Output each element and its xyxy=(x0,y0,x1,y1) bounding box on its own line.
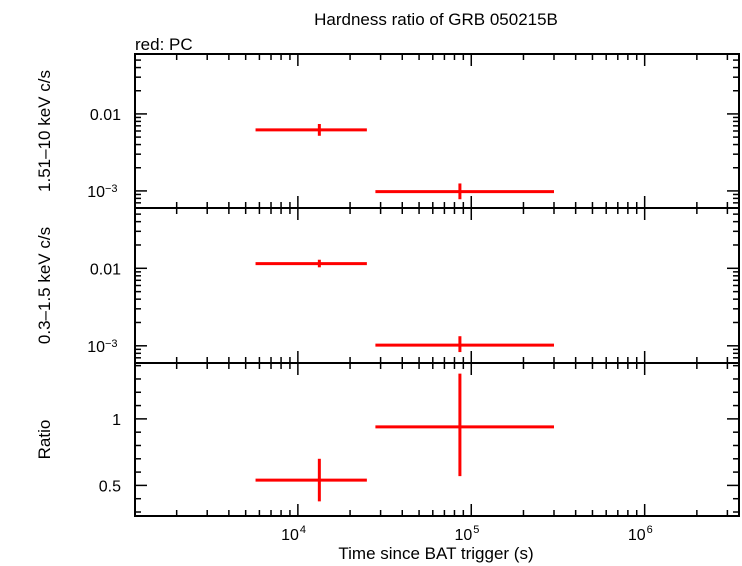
x-tick-label-exponent: 6 xyxy=(647,524,653,536)
chart-subtitle: red: PC xyxy=(135,35,193,54)
y-tick-label-exponent: −3 xyxy=(105,183,118,195)
x-tick-label-exponent: 4 xyxy=(300,524,306,536)
data-point xyxy=(255,123,367,136)
y-tick-label-exponent: −3 xyxy=(105,338,118,350)
y-tick-label: 1 xyxy=(112,412,121,429)
y-axis-label: 0.3–1.5 keV c/s xyxy=(35,227,54,344)
y-axis-label: 1.51–10 keV c/s xyxy=(35,70,54,192)
panel-top: 0.01 10 −3 1.51–10 keV c/s xyxy=(35,53,740,209)
y-tick-label: 0.01 xyxy=(90,261,121,278)
data-point xyxy=(375,336,554,353)
panel-middle: 0.01 10 −3 0.3–1.5 keV c/s xyxy=(35,207,740,364)
data-point xyxy=(255,259,367,268)
y-tick-label: 10 xyxy=(87,339,105,356)
y-tick-label: 0.01 xyxy=(90,107,121,124)
chart-title: Hardness ratio of GRB 050215B xyxy=(314,10,558,29)
x-tick-label: 10 xyxy=(454,527,472,544)
x-tick-label-exponent: 5 xyxy=(473,524,479,536)
y-tick-label: 0.5 xyxy=(99,478,121,495)
x-tick-label: 10 xyxy=(281,527,299,544)
x-tick-label: 10 xyxy=(628,527,646,544)
y-tick-label: 10 xyxy=(87,184,105,201)
panel-frame xyxy=(134,207,740,364)
panel-frame xyxy=(134,362,740,517)
data-point xyxy=(375,183,554,200)
data-point xyxy=(375,373,554,477)
y-axis-label: Ratio xyxy=(35,420,54,460)
data-point xyxy=(255,458,367,502)
panel-frame xyxy=(134,53,740,209)
x-axis-label: Time since BAT trigger (s) xyxy=(338,544,533,563)
